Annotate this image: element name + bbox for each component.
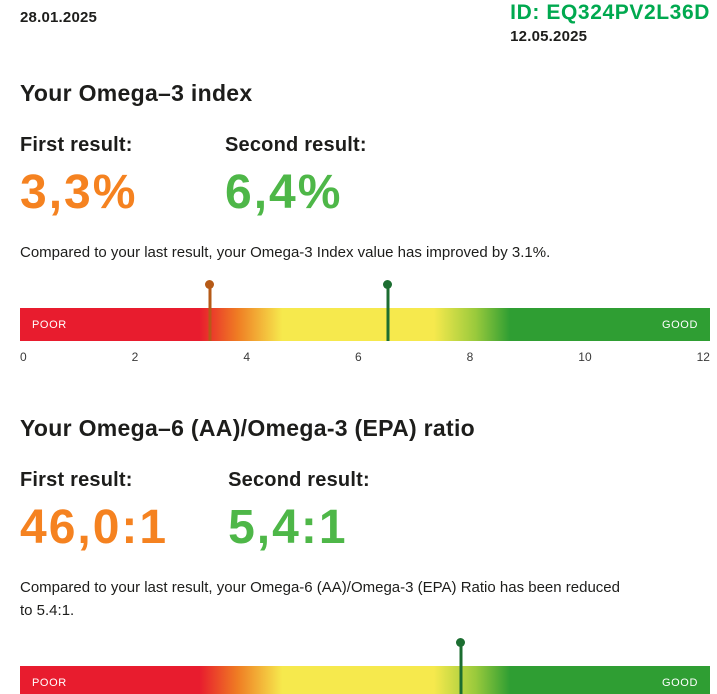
scale-tick-label: 10 (578, 350, 592, 364)
first-result-date: 28.01.2025 (20, 9, 98, 26)
report-id: ID: EQ324PV2L36D (510, 1, 710, 24)
first-result-label: First result: (20, 134, 133, 156)
scale-tick-label: 4 (243, 350, 250, 364)
marker-dot-icon (456, 638, 466, 647)
marker-stem (386, 285, 390, 341)
first-result-value: 3,3% (20, 166, 138, 219)
poor-label: POOR (32, 676, 67, 689)
good-label: GOOD (661, 318, 698, 331)
scale-tick-label: 0 (20, 350, 27, 364)
good-label: GOOD (661, 676, 698, 689)
omega3-first-result: First result: 3,3% (20, 133, 165, 217)
second-result-marker (383, 280, 393, 341)
omega3-index-section: Your Omega–3 index First result: 3,3% Se… (20, 79, 710, 364)
first-result-label: First result: (20, 469, 133, 491)
omega6-gauge: POOR GOOD (20, 638, 710, 694)
scale-tick-label: 6 (354, 350, 362, 364)
omega6-first-result: First result: 46,0:1 (20, 468, 168, 552)
gauge-gradient-bar: POOR GOOD (20, 666, 710, 694)
second-result-value: 6,4% (225, 166, 343, 219)
omega3-gauge: POOR GOOD (20, 280, 710, 341)
marker-stem (459, 643, 463, 694)
omega3-results-row: First result: 3,3% Second result: 6,4% (20, 133, 710, 217)
gauge-gradient-bar: POOR GOOD (20, 308, 710, 341)
poor-label: POOR (32, 318, 67, 331)
second-result-date: 12.05.2025 (510, 28, 588, 45)
scale-tick-label: 2 (131, 350, 139, 364)
second-result-label: Second result: (228, 469, 370, 491)
omega6-results-row: First result: 46,0:1 Second result: 5,4:… (20, 468, 710, 552)
marker-dot-icon (383, 280, 393, 289)
first-result-marker (205, 280, 215, 341)
omega3-second-result: Second result: 6,4% (225, 133, 367, 217)
omega6-ratio-section: Your Omega–6 (AA)/Omega-3 (EPA) ratio Fi… (20, 414, 710, 694)
omega6-second-result: Second result: 5,4:1 (228, 468, 370, 552)
scale-tick-label: 12 (696, 350, 710, 364)
omega6-section-title: Your Omega–6 (AA)/Omega-3 (EPA) ratio (20, 415, 475, 441)
omega3-section-title: Your Omega–3 index (20, 80, 253, 106)
second-result-label: Second result: (225, 134, 367, 156)
omega3-comparison-text: Compared to your last result, your Omega… (20, 244, 551, 261)
first-result-value: 46,0:1 (20, 501, 169, 554)
report-id-block: ID: EQ324PV2L36D 12.05.2025 (510, 1, 710, 45)
second-result-marker (456, 638, 466, 694)
report-header: 28.01.2025 ID: EQ324PV2L36D 12.05.2025 (20, 1, 710, 45)
marker-dot-icon (205, 280, 215, 289)
omega6-comparison-text: Compared to your last result, your Omega… (20, 579, 620, 619)
omega3-gauge-scale: 0 2 4 6 8 10 12 (20, 350, 710, 364)
second-result-value: 5,4:1 (228, 501, 348, 554)
marker-stem (208, 285, 212, 341)
scale-tick-label: 8 (466, 350, 474, 364)
